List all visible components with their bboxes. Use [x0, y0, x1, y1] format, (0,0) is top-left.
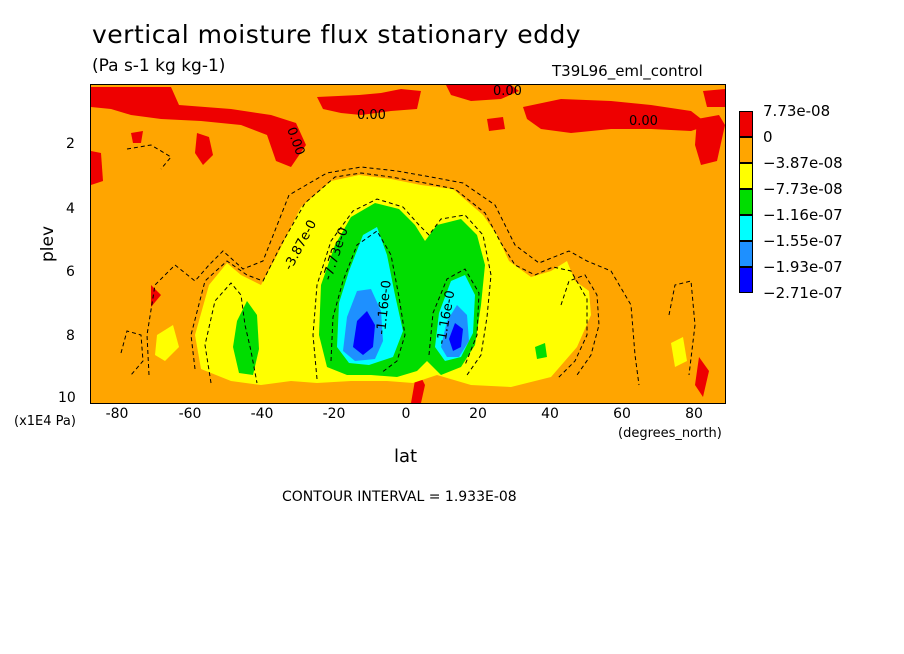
x-tick-label: 60 — [613, 406, 631, 422]
plot-area: 0.00 0.00 0.00 0.00 -3.87e-0 -7.73e-0 -1… — [90, 84, 726, 404]
legend-label: 7.73e-08 — [763, 102, 831, 120]
y-axis-units: (x1E4 Pa) — [14, 414, 76, 429]
contour-line — [204, 282, 258, 384]
legend-label: −3.87e-08 — [763, 154, 843, 172]
contour-line — [120, 330, 144, 376]
contour-line — [330, 230, 406, 374]
x-axis-units: (degrees_north) — [618, 426, 722, 441]
x-tick-label: 20 — [469, 406, 487, 422]
positive-region — [317, 89, 421, 115]
contour-line — [428, 268, 480, 366]
contour-line — [312, 198, 492, 380]
positive-region — [131, 131, 143, 143]
positive-region — [695, 357, 709, 397]
legend-swatch — [739, 111, 753, 137]
contour-interval: CONTOUR INTERVAL = 1.933E-08 — [282, 489, 517, 505]
legend-swatch — [739, 137, 753, 163]
legend-swatch — [739, 189, 753, 215]
x-tick-label: 0 — [401, 406, 411, 422]
x-tick-label: -60 — [178, 406, 202, 422]
y-tick-label: 8 — [66, 328, 75, 344]
legend-swatch — [739, 241, 753, 267]
contour-line — [190, 172, 588, 380]
chart-units: (Pa s-1 kg kg-1) — [92, 56, 226, 76]
legend-label: −2.71e-07 — [763, 284, 843, 302]
x-tick-label: 80 — [685, 406, 703, 422]
positive-region — [487, 117, 505, 131]
legend-label: −1.93e-07 — [763, 258, 843, 276]
positive-region — [695, 115, 725, 165]
legend-label: −1.55e-07 — [763, 232, 843, 250]
flux-region-yellow — [671, 337, 687, 367]
contour-line — [668, 280, 696, 376]
legend-label: −1.16e-07 — [763, 206, 843, 224]
chart-title: vertical moisture flux stationary eddy — [92, 20, 582, 49]
flux-region-green — [535, 343, 547, 359]
positive-region — [151, 285, 161, 307]
positive-region — [91, 87, 306, 167]
positive-region — [411, 369, 425, 403]
flux-region-deep-blue — [353, 311, 375, 355]
y-tick-label: 4 — [66, 201, 75, 217]
positive-region — [523, 99, 709, 133]
x-tick-label: -40 — [250, 406, 274, 422]
dataset-label: T39L96_eml_control — [552, 62, 703, 80]
x-tick-label: -80 — [105, 406, 129, 422]
positive-region — [91, 151, 103, 185]
legend-swatch — [739, 215, 753, 241]
contour-label: 0.00 — [629, 114, 658, 129]
y-axis-label: plev — [38, 225, 58, 262]
contour-field: 0.00 0.00 0.00 0.00 -3.87e-0 -7.73e-0 -1… — [91, 85, 725, 403]
contour-line — [126, 144, 172, 170]
positive-region — [446, 85, 519, 101]
legend-label: −7.73e-08 — [763, 180, 843, 198]
y-tick-label: 10 — [58, 390, 76, 406]
legend-swatch — [739, 267, 753, 293]
flux-region-deep-blue — [449, 323, 463, 351]
x-axis-label: lat — [394, 446, 418, 467]
flux-region-yellow — [155, 325, 179, 361]
positive-region — [195, 133, 213, 165]
positive-region — [703, 89, 725, 107]
x-tick-label: 40 — [541, 406, 559, 422]
legend-swatch — [739, 163, 753, 189]
y-tick-label: 6 — [66, 264, 75, 280]
contour-line — [146, 166, 640, 386]
contour-label: 0.00 — [357, 108, 386, 123]
contour-label: 0.00 — [493, 85, 522, 99]
contour-label: -1.16e-0 — [374, 280, 395, 336]
x-tick-label: -20 — [322, 406, 346, 422]
legend-label: 0 — [763, 128, 773, 146]
contour-line — [560, 274, 600, 376]
y-tick-label: 2 — [66, 136, 75, 152]
